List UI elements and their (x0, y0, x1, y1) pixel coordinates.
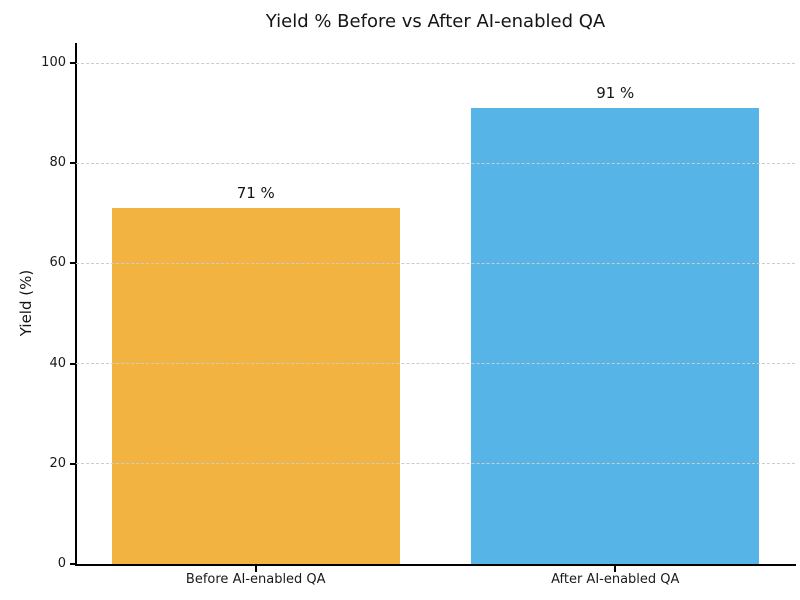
gridline-y-60 (76, 262, 795, 264)
y-tick-label-40: 40 (49, 355, 66, 371)
bar-1 (471, 108, 760, 564)
bar-value-label-1: 91 % (596, 84, 635, 103)
y-tick-mark-40 (70, 362, 76, 365)
gridline-y-100 (76, 62, 795, 64)
y-tick-label-60: 60 (49, 255, 66, 271)
y-axis-label: Yield (%) (17, 269, 35, 337)
bar-value-label-0: 71 % (236, 184, 275, 203)
gridline-y-80 (76, 162, 795, 164)
y-tick-mark-100 (70, 62, 76, 65)
gridline-y-20 (76, 463, 795, 465)
x-tick-mark-0 (254, 566, 257, 572)
x-tick-label-0: Before AI-enabled QA (185, 572, 326, 587)
y-tick-mark-80 (70, 162, 76, 165)
y-tick-label-20: 20 (49, 455, 66, 471)
x-axis-line (75, 564, 796, 566)
y-tick-mark-60 (70, 262, 76, 265)
chart-title: Yield % Before vs After AI-enabled QA (265, 11, 606, 32)
plot-area: 71 % 91 % (76, 43, 795, 564)
x-tick-mark-1 (614, 566, 617, 572)
y-tick-mark-0 (70, 563, 76, 565)
y-tick-label-100: 100 (41, 55, 66, 71)
y-axis-line (75, 43, 77, 566)
x-tick-label-1: After AI-enabled QA (551, 572, 680, 587)
bar-0 (111, 208, 400, 564)
y-tick-label-80: 80 (49, 155, 66, 171)
y-tick-mark-20 (70, 462, 76, 465)
gridline-y-40 (76, 363, 795, 365)
y-tick-label-0: 0 (57, 556, 66, 571)
